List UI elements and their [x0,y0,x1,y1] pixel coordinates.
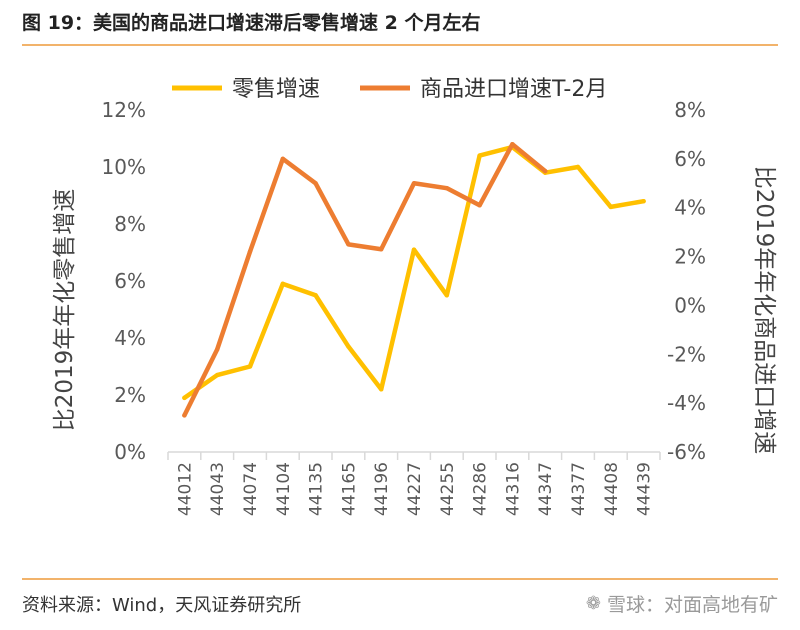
retail-point [641,199,646,204]
imports-point [543,168,548,174]
right-tick-label: -4% [667,391,706,415]
figure-title: 图 19：美国的商品进口增速滞后零售增速 2 个月左右 [22,12,481,34]
left-axis-ticks: 12% 10% 8% 6% 4% 2% 0% [102,98,146,464]
x-tick-label: 44347 [536,462,556,516]
x-tick-label: 44074 [241,462,261,516]
right-tick-label: 2% [674,245,706,269]
retail-point [575,164,581,170]
x-tick-label: 44165 [339,462,359,516]
x-tick-label: 44043 [208,462,228,516]
left-tick-label: 0% [114,440,146,464]
retail-point [477,153,482,158]
x-tick-label: 44196 [372,462,392,516]
right-tick-label: -6% [667,440,706,464]
x-tick-label: 44227 [405,462,425,516]
imports-point [182,413,187,418]
right-tick-label: 6% [674,147,706,171]
source-note: 资料来源：Wind，天风证券研究所 [22,595,302,616]
left-tick-label: 4% [114,326,146,350]
x-tick-label: 44255 [438,462,458,516]
series-layer [182,141,646,418]
left-tick-label: 10% [102,155,146,179]
retail-point [346,344,351,349]
imports-point [411,181,417,186]
right-tick-label: 4% [674,196,706,220]
imports-point [346,242,351,247]
imports-point [510,142,515,147]
left-tick-label: 12% [102,98,146,122]
retail-point [215,372,220,378]
imports-point [313,181,318,186]
title-divider [22,44,778,46]
left-tick-label: 8% [114,212,146,236]
retail-point [182,395,187,401]
retail-point [247,364,253,369]
right-tick-label: 8% [674,98,706,122]
imports-point [215,347,220,352]
watermark-text: 雪球：对面高地有矿 [606,594,778,616]
left-axis-label: 比2019年年化零售增速 [52,189,78,432]
right-tick-label: 0% [674,293,706,317]
dual-axis-line-chart: 零售增速 商品进口增速T-2月 12% 10% 8% 6% 4% 2% 0% 8% 6% 4% 2… [52,77,777,516]
imports-point [444,185,449,191]
right-tick-label: -2% [667,342,706,366]
footer-divider [22,578,778,580]
series-line-imports [182,141,548,418]
imports-point [247,249,253,254]
watermark: ❁ 雪球：对面高地有矿 [586,590,778,617]
retail-point [608,204,613,210]
imports-point [280,156,285,162]
x-tick-label: 44012 [175,462,195,516]
legend-label-imports: 商品进口增速T-2月 [420,77,607,102]
retail-point [411,247,417,252]
x-tick-label: 44408 [602,462,622,516]
x-tick-label: 44377 [569,462,589,516]
right-axis-label: 比2019年年化商品进口增速 [751,166,777,455]
imports-point [477,203,482,208]
x-tick-label: 44439 [635,462,655,516]
left-tick-label: 2% [114,383,146,407]
x-tick-label: 44135 [307,462,327,516]
right-axis-ticks: 8% 6% 4% 2% 0% -2% -4% -6% [667,98,706,464]
snowball-logo-icon: ❁ [585,593,601,614]
x-tick-label: 44286 [471,462,491,516]
imports-point [379,247,384,252]
retail-point [444,293,449,298]
x-tick-label: 44316 [503,462,523,516]
x-axis-ticks: 44012 44043 44074 44104 44135 44165 44196 44227… [167,452,661,516]
x-tick-label: 44104 [274,462,294,516]
retail-point [379,387,384,392]
legend: 零售增速 商品进口增速T-2月 [172,77,607,102]
left-tick-label: 6% [114,269,146,293]
retail-point [280,281,285,287]
retail-point [313,293,318,298]
legend-label-retail: 零售增速 [232,77,320,102]
